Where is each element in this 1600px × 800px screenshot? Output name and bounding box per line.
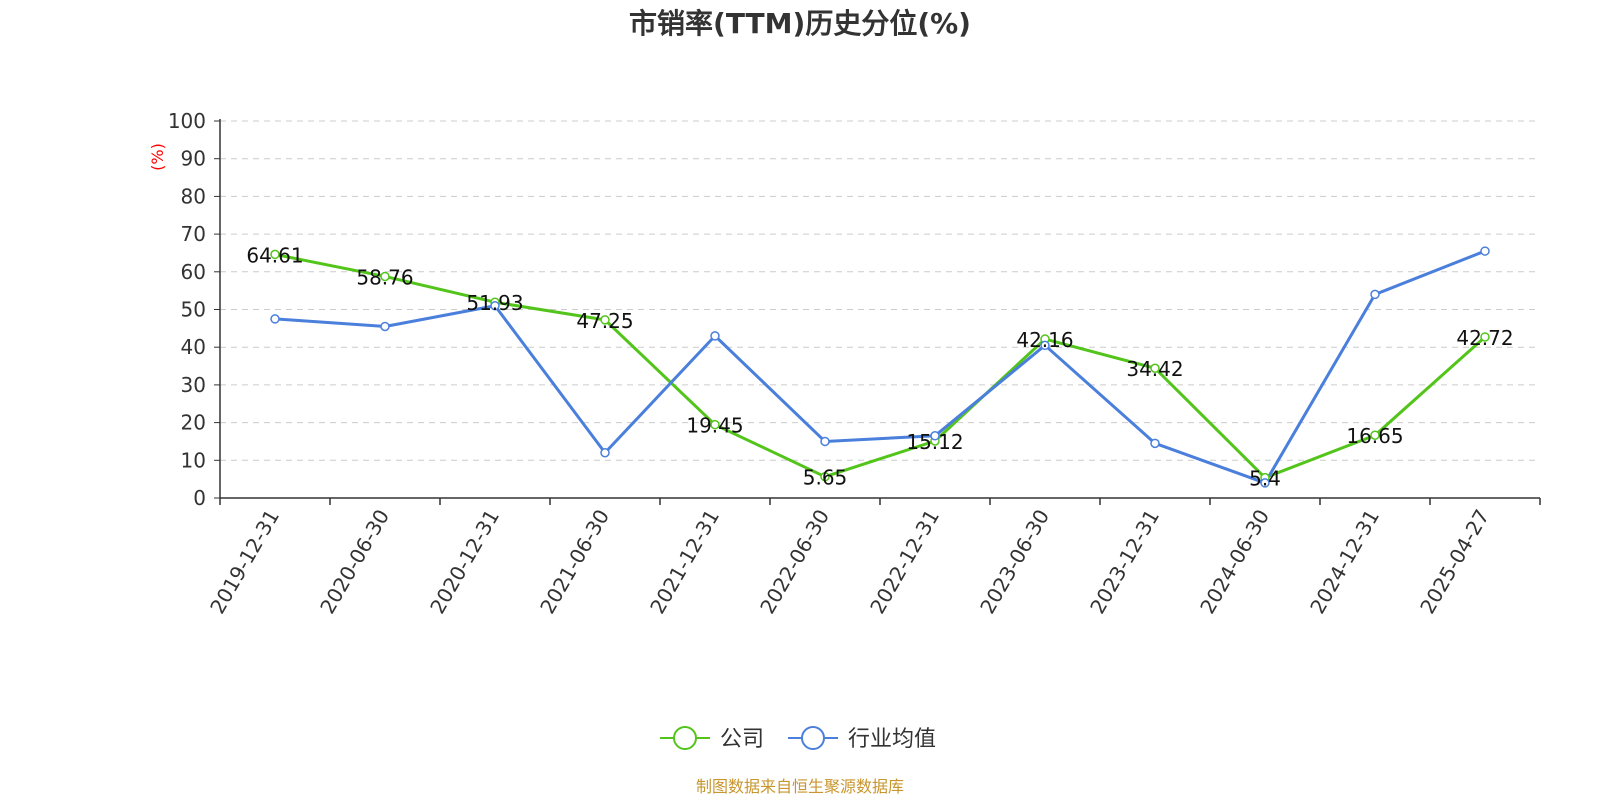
x-tick-label: 2025-04-27 <box>1415 505 1494 618</box>
data-point[interactable] <box>600 315 610 325</box>
data-label: 58.76 <box>356 265 413 289</box>
y-tick-label: 90 <box>181 147 206 171</box>
data-point[interactable] <box>820 436 830 447</box>
data-label: 42.16 <box>1016 328 1073 352</box>
legend[interactable]: 公司 行业均值 <box>660 726 936 752</box>
y-tick-label: 30 <box>181 373 206 397</box>
data-label: 16.65 <box>1346 424 1403 448</box>
y-tick-label: 20 <box>181 411 206 435</box>
x-tick-label: 2021-06-30 <box>535 505 614 618</box>
data-label: 51.93 <box>466 291 523 315</box>
data-label: 34.42 <box>1126 357 1183 381</box>
x-tick-label: 2020-12-31 <box>425 505 504 618</box>
x-tick-label: 2020-06-30 <box>315 505 394 618</box>
y-tick-label: 0 <box>193 486 206 510</box>
axes <box>219 119 1541 505</box>
grid-lines <box>214 120 1540 499</box>
data-point[interactable] <box>380 271 390 282</box>
y-tick-label: 40 <box>181 335 206 359</box>
y-tick-label: 60 <box>181 260 206 284</box>
data-point[interactable] <box>820 471 830 482</box>
chart-title: 市销率(TTM)历史分位(%) <box>629 7 971 40</box>
data-point[interactable] <box>710 331 720 341</box>
data-point[interactable] <box>1040 340 1050 351</box>
x-tick-label: 2024-06-30 <box>1195 505 1274 618</box>
y-tick-label: 100 <box>168 109 206 133</box>
data-label: 5.65 <box>803 466 848 490</box>
legend-label-company: 公司 <box>720 727 764 752</box>
legend-label-industry-average: 行业均值 <box>848 727 936 752</box>
y-tick-label: 50 <box>181 298 206 322</box>
data-label: 42.72 <box>1456 326 1513 350</box>
x-tick-label: 2024-12-31 <box>1305 505 1384 618</box>
data-point[interactable] <box>1150 363 1160 373</box>
legend-item-company[interactable]: 公司 <box>660 726 764 752</box>
x-tick-label: 2021-12-31 <box>645 505 724 618</box>
y-tick-label: 70 <box>181 222 206 246</box>
data-point[interactable] <box>1370 430 1380 440</box>
data-point[interactable] <box>380 321 390 332</box>
series-lines <box>270 246 1490 488</box>
x-tick-labels: 2019-12-31 2020-06-30 2020-12-31 2021-06-30… <box>205 505 1494 618</box>
y-axis-label: (%) <box>148 143 167 171</box>
legend-item-industry-average[interactable]: 行业均值 <box>788 726 936 752</box>
data-label: 5.4 <box>1249 467 1281 491</box>
data-point[interactable] <box>1370 289 1380 300</box>
data-point[interactable] <box>270 249 280 260</box>
y-tick-label: 80 <box>181 184 206 208</box>
data-point[interactable] <box>1150 438 1160 449</box>
data-point[interactable] <box>930 431 940 441</box>
x-tick-label: 2019-12-31 <box>205 505 284 618</box>
data-point[interactable] <box>1480 246 1490 256</box>
data-point[interactable] <box>1480 332 1490 342</box>
y-tick-label: 10 <box>181 448 206 472</box>
x-tick-label: 2022-06-30 <box>755 505 834 618</box>
series-line-1 <box>274 249 1486 485</box>
data-point[interactable] <box>490 300 500 311</box>
data-label: 64.61 <box>246 243 303 267</box>
series-line-0 <box>274 252 1486 480</box>
y-tick-labels: 0 10 20 30 40 50 60 70 80 90 100 <box>168 109 206 510</box>
x-tick-label: 2022-12-31 <box>865 505 944 618</box>
source-note: 制图数据来自恒生聚源数据库 <box>696 777 904 796</box>
x-tick-label: 2023-12-31 <box>1085 505 1164 618</box>
data-point[interactable] <box>710 419 720 430</box>
data-label: 19.45 <box>686 414 743 438</box>
x-tick-label: 2023-06-30 <box>975 505 1054 618</box>
data-point[interactable] <box>1260 478 1270 488</box>
data-point[interactable] <box>270 314 280 324</box>
data-label: 15.12 <box>906 430 963 454</box>
data-point[interactable] <box>600 448 610 458</box>
data-labels: 64.61 58.76 51.93 47.25 19.45 5.65 15.12 42.16 3… <box>246 243 1513 490</box>
data-label: 47.25 <box>576 309 633 333</box>
